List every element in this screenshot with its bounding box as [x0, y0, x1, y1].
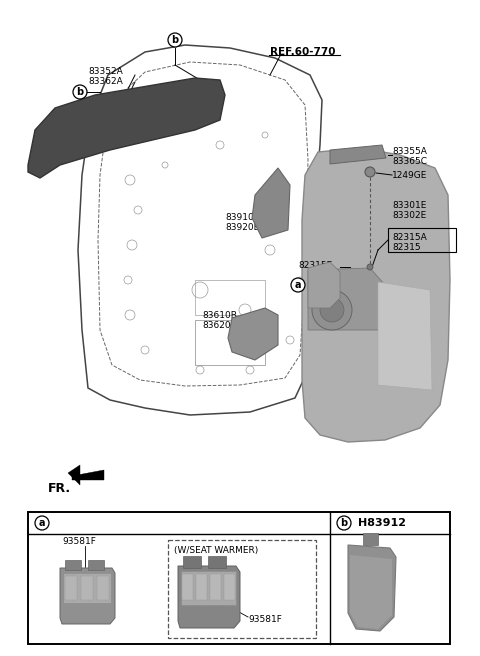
Text: (W/SEAT WARMER): (W/SEAT WARMER) — [174, 546, 258, 554]
Polygon shape — [308, 262, 340, 308]
Text: FR.: FR. — [48, 482, 71, 495]
Polygon shape — [302, 148, 450, 442]
Text: 83362A: 83362A — [88, 77, 123, 87]
Circle shape — [73, 85, 87, 99]
Bar — [65, 576, 77, 600]
Bar — [81, 576, 93, 600]
Polygon shape — [378, 282, 432, 390]
Bar — [196, 574, 207, 600]
Text: 82315A: 82315A — [392, 232, 427, 241]
Bar — [97, 576, 109, 600]
Text: 93581F: 93581F — [62, 537, 96, 546]
Polygon shape — [330, 145, 386, 164]
Text: 83355A: 83355A — [392, 148, 427, 157]
Text: 83610B: 83610B — [202, 310, 237, 319]
Bar — [195, 320, 265, 365]
Bar — [208, 556, 226, 568]
Text: a: a — [39, 518, 45, 528]
Bar — [181, 571, 236, 605]
Bar — [210, 574, 221, 600]
Polygon shape — [68, 465, 80, 485]
Text: 82315E: 82315E — [298, 260, 332, 270]
Bar — [168, 540, 316, 638]
Text: 1249GE: 1249GE — [392, 171, 427, 180]
Bar — [388, 228, 456, 252]
Polygon shape — [348, 545, 396, 631]
Polygon shape — [28, 78, 225, 178]
Circle shape — [168, 33, 182, 47]
Circle shape — [312, 290, 352, 330]
Text: 83302E: 83302E — [392, 211, 426, 220]
Circle shape — [291, 278, 305, 292]
Polygon shape — [72, 470, 104, 480]
Polygon shape — [60, 568, 115, 624]
Bar — [63, 573, 111, 603]
Bar — [65, 560, 81, 570]
Polygon shape — [252, 168, 290, 238]
Text: 82315: 82315 — [392, 243, 420, 251]
Text: a: a — [295, 280, 301, 290]
Polygon shape — [363, 533, 378, 545]
Text: b: b — [340, 518, 348, 528]
Bar — [88, 560, 104, 570]
Text: b: b — [76, 87, 84, 97]
Circle shape — [320, 298, 344, 322]
Bar — [224, 574, 235, 600]
Circle shape — [337, 516, 351, 530]
Bar — [195, 280, 265, 315]
Text: H83912: H83912 — [358, 518, 406, 528]
Bar — [28, 512, 450, 644]
Circle shape — [365, 167, 375, 177]
Polygon shape — [228, 308, 278, 360]
Polygon shape — [178, 566, 240, 628]
Text: 83920B: 83920B — [225, 224, 260, 232]
Bar — [183, 556, 201, 568]
Text: 83365C: 83365C — [392, 157, 427, 167]
Text: 83910B: 83910B — [225, 213, 260, 222]
Polygon shape — [308, 268, 385, 330]
Text: 83352A: 83352A — [88, 68, 123, 77]
Text: 83301E: 83301E — [392, 201, 426, 209]
Polygon shape — [350, 555, 392, 629]
Text: b: b — [171, 35, 179, 45]
Text: REF.60-770: REF.60-770 — [270, 47, 336, 57]
Text: 83620B: 83620B — [202, 321, 237, 329]
Circle shape — [367, 264, 373, 270]
Bar — [182, 574, 193, 600]
Circle shape — [35, 516, 49, 530]
Text: 93581F: 93581F — [248, 615, 282, 625]
